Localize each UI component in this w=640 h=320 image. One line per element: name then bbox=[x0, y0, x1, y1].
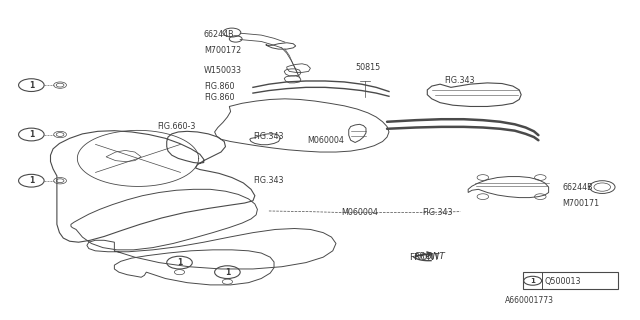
Text: M060004: M060004 bbox=[307, 136, 344, 145]
Text: 1: 1 bbox=[225, 268, 230, 277]
Text: 50815: 50815 bbox=[355, 63, 380, 72]
Text: M060004: M060004 bbox=[341, 208, 378, 217]
Text: FIG.343: FIG.343 bbox=[253, 176, 284, 185]
Text: 66244B: 66244B bbox=[204, 30, 234, 39]
Text: FRONT: FRONT bbox=[410, 253, 440, 262]
Text: M700171: M700171 bbox=[563, 198, 600, 207]
Text: 1: 1 bbox=[29, 176, 34, 185]
Text: FIG.860: FIG.860 bbox=[204, 82, 234, 91]
Text: W150033: W150033 bbox=[204, 66, 242, 75]
Text: FIG.343: FIG.343 bbox=[422, 208, 452, 217]
Text: 1: 1 bbox=[29, 130, 34, 139]
Text: Q500013: Q500013 bbox=[544, 277, 580, 286]
Text: 1: 1 bbox=[29, 81, 34, 90]
Text: FIG.660-3: FIG.660-3 bbox=[157, 122, 196, 131]
Text: FIG.860: FIG.860 bbox=[204, 93, 234, 102]
Text: FRONT: FRONT bbox=[415, 252, 445, 261]
Text: A660001773: A660001773 bbox=[505, 296, 554, 305]
Text: 66244B: 66244B bbox=[563, 183, 593, 192]
Text: FIG.343: FIG.343 bbox=[445, 76, 475, 85]
Text: 1: 1 bbox=[530, 278, 535, 284]
Text: M700172: M700172 bbox=[204, 45, 241, 55]
Text: 1: 1 bbox=[177, 258, 182, 267]
Text: FIG.343: FIG.343 bbox=[253, 132, 284, 140]
